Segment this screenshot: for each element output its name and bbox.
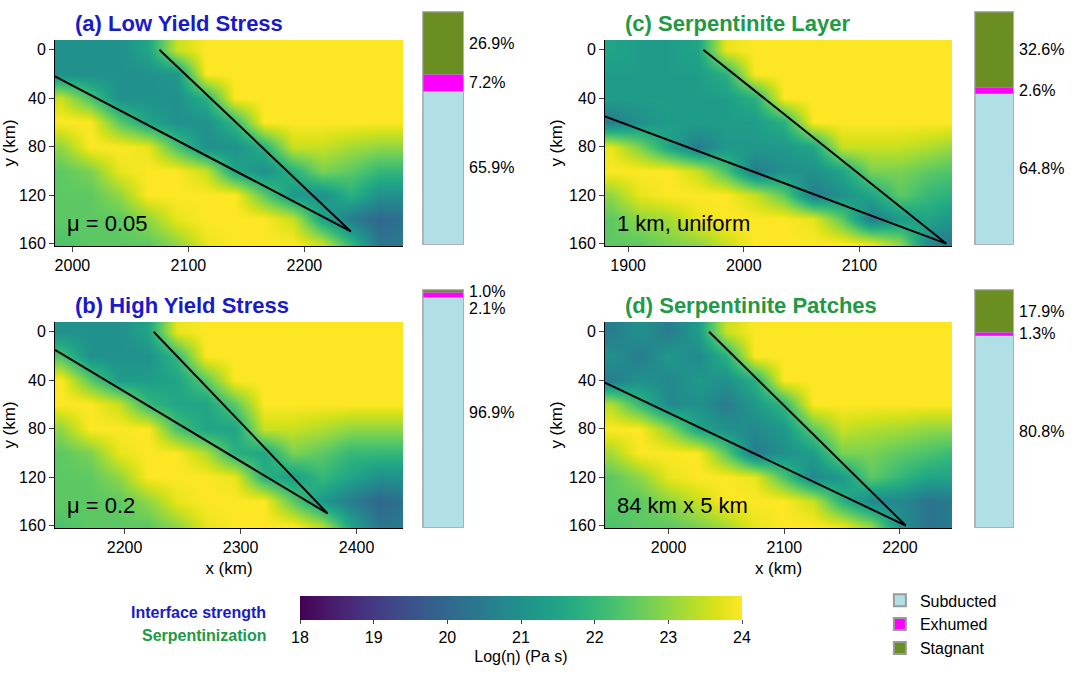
svg-text:26.9%: 26.9% xyxy=(469,35,514,52)
svg-text:(c) Serpentinite Layer: (c) Serpentinite Layer xyxy=(625,11,850,36)
svg-text:80: 80 xyxy=(578,420,596,437)
svg-text:1900: 1900 xyxy=(610,257,646,274)
svg-text:40: 40 xyxy=(28,372,46,389)
svg-text:2200: 2200 xyxy=(287,257,323,274)
svg-text:17.9%: 17.9% xyxy=(1019,303,1064,320)
svg-text:18: 18 xyxy=(291,629,309,646)
svg-text:(a) Low Yield Stress: (a) Low Yield Stress xyxy=(75,11,283,36)
svg-text:1 km, uniform: 1 km, uniform xyxy=(617,211,750,236)
svg-text:Subducted: Subducted xyxy=(920,593,997,610)
svg-text:120: 120 xyxy=(569,469,596,486)
svg-text:24: 24 xyxy=(733,629,751,646)
svg-text:120: 120 xyxy=(569,187,596,204)
svg-text:2000: 2000 xyxy=(651,539,687,556)
svg-text:2.6%: 2.6% xyxy=(1019,82,1055,99)
svg-text:2400: 2400 xyxy=(339,539,375,556)
svg-text:x (km): x (km) xyxy=(205,559,252,578)
svg-text:40: 40 xyxy=(28,90,46,107)
svg-text:80: 80 xyxy=(28,138,46,155)
svg-text:160: 160 xyxy=(19,235,46,252)
svg-text:7.2%: 7.2% xyxy=(469,74,505,91)
svg-text:0: 0 xyxy=(37,323,46,340)
svg-text:0: 0 xyxy=(37,41,46,58)
svg-text:0: 0 xyxy=(587,41,596,58)
svg-text:Exhumed: Exhumed xyxy=(920,616,988,633)
svg-text:21: 21 xyxy=(512,629,530,646)
svg-text:40: 40 xyxy=(578,90,596,107)
svg-text:32.6%: 32.6% xyxy=(1019,41,1064,58)
svg-text:2000: 2000 xyxy=(55,257,91,274)
svg-text:2100: 2100 xyxy=(766,539,802,556)
svg-text:Log(η) (Pa s): Log(η) (Pa s) xyxy=(474,648,567,665)
svg-text:y (km): y (km) xyxy=(0,119,19,166)
svg-text:x (km): x (km) xyxy=(755,559,802,578)
svg-text:80: 80 xyxy=(28,420,46,437)
svg-text:160: 160 xyxy=(19,517,46,534)
svg-text:2000: 2000 xyxy=(726,257,762,274)
svg-text:μ = 0.05: μ = 0.05 xyxy=(67,211,148,236)
svg-text:2300: 2300 xyxy=(223,539,259,556)
svg-text:Interface strength: Interface strength xyxy=(131,604,266,621)
svg-text:(b) High Yield Stress: (b) High Yield Stress xyxy=(75,293,289,318)
svg-text:64.8%: 64.8% xyxy=(1019,160,1064,177)
svg-text:1.0%: 1.0% xyxy=(469,283,505,300)
svg-text:2100: 2100 xyxy=(842,257,878,274)
svg-text:2200: 2200 xyxy=(882,539,918,556)
svg-text:120: 120 xyxy=(19,469,46,486)
svg-text:1.3%: 1.3% xyxy=(1019,325,1055,342)
svg-text:80.8%: 80.8% xyxy=(1019,423,1064,440)
svg-text:80: 80 xyxy=(578,138,596,155)
svg-text:160: 160 xyxy=(569,517,596,534)
svg-text:(d) Serpentinite Patches: (d) Serpentinite Patches xyxy=(625,293,877,318)
svg-text:y (km): y (km) xyxy=(547,401,566,448)
svg-text:65.9%: 65.9% xyxy=(469,159,514,176)
svg-text:y (km): y (km) xyxy=(547,119,566,166)
svg-text:160: 160 xyxy=(569,235,596,252)
svg-text:23: 23 xyxy=(659,629,677,646)
svg-text:96.9%: 96.9% xyxy=(469,404,514,421)
svg-text:20: 20 xyxy=(438,629,456,646)
svg-text:2100: 2100 xyxy=(171,257,207,274)
svg-text:2200: 2200 xyxy=(107,539,143,556)
svg-text:84 km x 5 km: 84 km x 5 km xyxy=(617,493,748,518)
svg-text:22: 22 xyxy=(586,629,604,646)
svg-text:μ = 0.2: μ = 0.2 xyxy=(67,493,135,518)
svg-text:Stagnant: Stagnant xyxy=(920,640,985,657)
svg-text:2.1%: 2.1% xyxy=(469,300,505,317)
svg-text:Serpentinization: Serpentinization xyxy=(142,627,266,644)
svg-text:40: 40 xyxy=(578,372,596,389)
svg-text:0: 0 xyxy=(587,323,596,340)
svg-text:y (km): y (km) xyxy=(0,401,19,448)
svg-text:19: 19 xyxy=(365,629,383,646)
svg-text:120: 120 xyxy=(19,187,46,204)
